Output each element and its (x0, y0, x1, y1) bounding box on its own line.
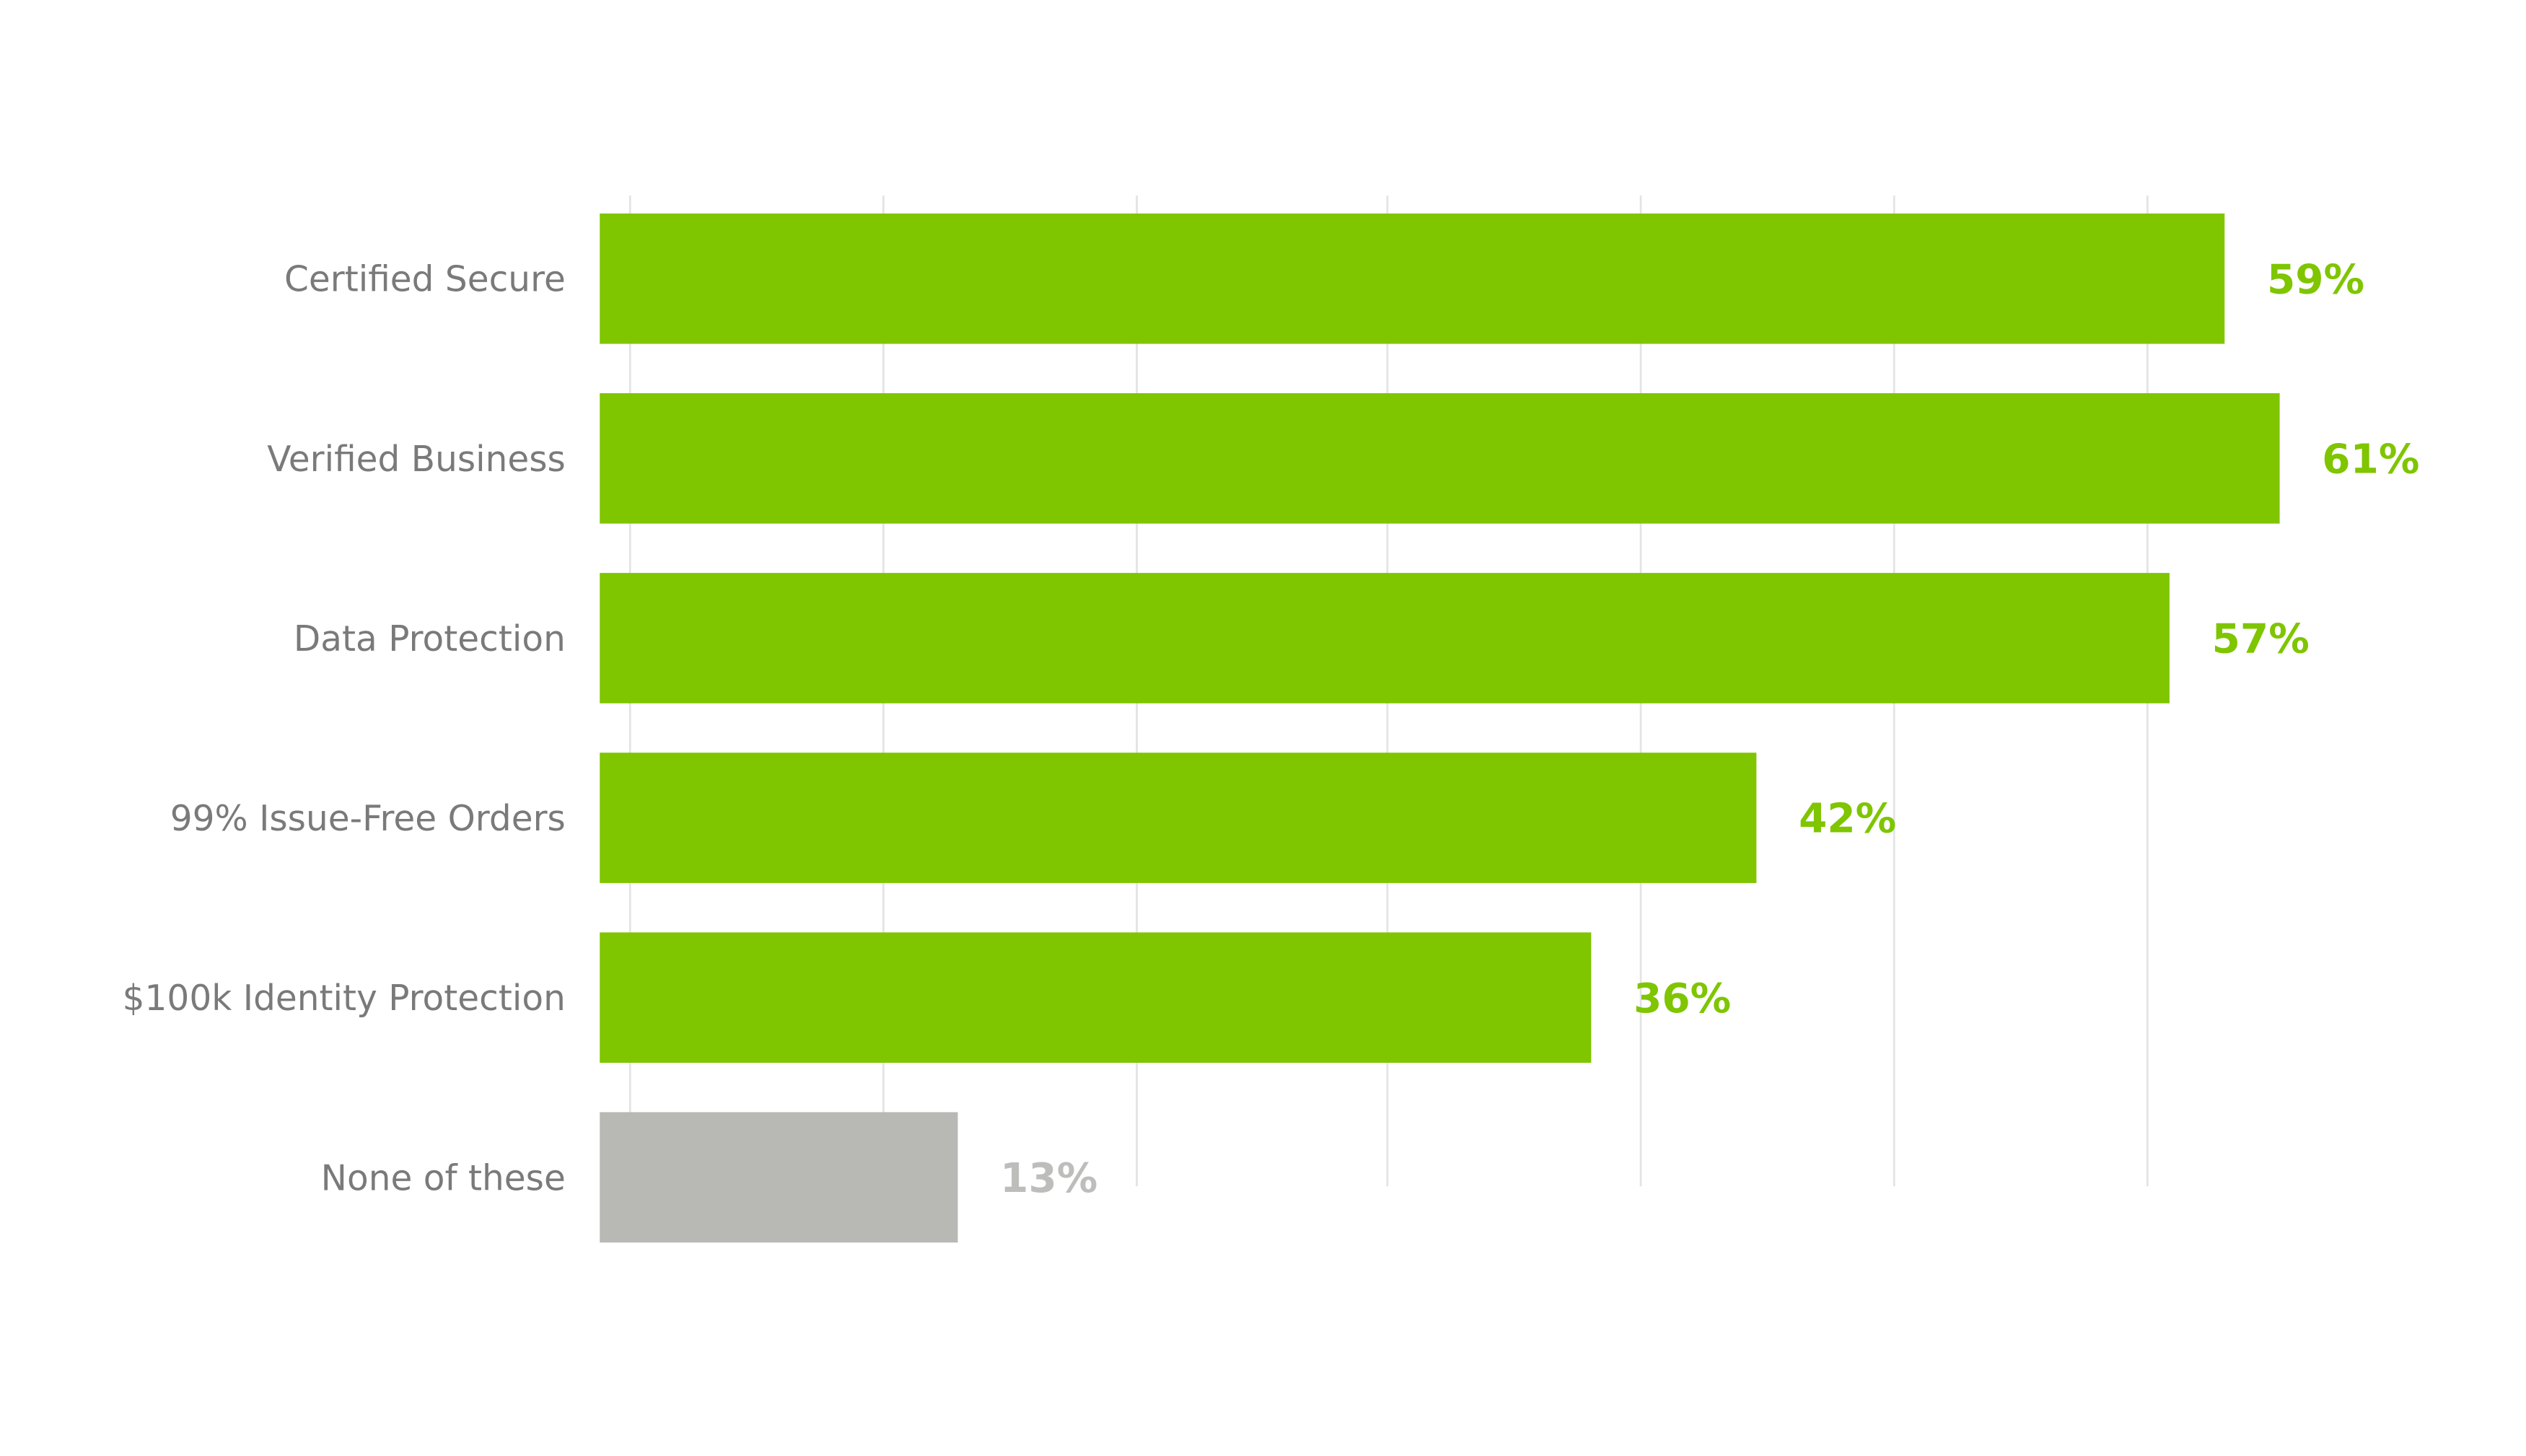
bar (600, 213, 2225, 344)
value-label: 42% (1799, 796, 1896, 843)
category-label: Data Protection (294, 619, 566, 659)
category-label: 99% Issue-Free Orders (170, 799, 566, 839)
bar (600, 932, 1592, 1064)
category-label: $100k Identity Protection (123, 978, 566, 1019)
category-label: None of these (321, 1158, 566, 1198)
bar (600, 753, 1757, 883)
value-label: 61% (2322, 436, 2419, 483)
bar (600, 573, 2170, 703)
value-label: 57% (2212, 616, 2310, 663)
value-label: 59% (2267, 256, 2364, 303)
bar (600, 392, 2280, 524)
category-label: Certified Secure (284, 260, 566, 300)
bar (600, 1112, 958, 1243)
value-label: 36% (1633, 975, 1731, 1022)
value-label: 13% (1000, 1155, 1097, 1202)
category-label: Verified Business (267, 439, 566, 480)
